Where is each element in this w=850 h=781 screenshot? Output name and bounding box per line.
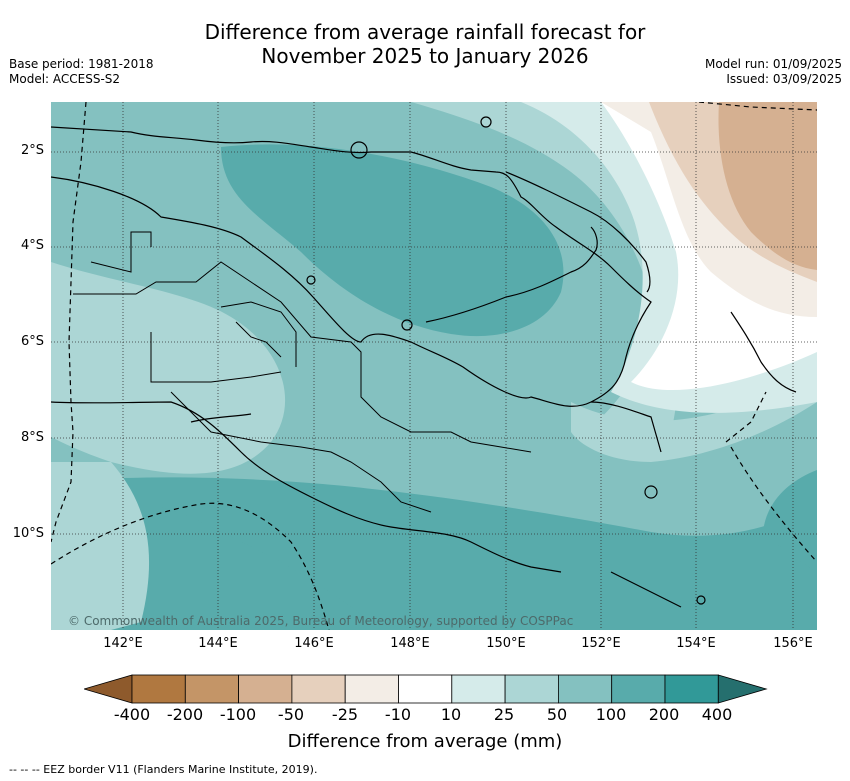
rainfall-map: [51, 102, 817, 630]
fill-dry-50-100: [718, 102, 817, 270]
colorbar-label: -400: [113, 705, 151, 724]
colorbar-cell: [184, 674, 240, 704]
eez-legend-note: -- -- -- EEZ border V11 (Flanders Marine…: [9, 763, 318, 776]
colorbar-cell: [451, 674, 506, 704]
colorbar-label: -50: [277, 705, 305, 724]
colorbar-cell: [344, 674, 399, 704]
eez-borders: [51, 102, 817, 630]
lat-label-8s: 8°S: [20, 430, 44, 445]
fill-100-200-east: [763, 470, 817, 572]
graticule: [51, 102, 817, 630]
colorbar-cell: [557, 674, 613, 704]
issued-date: Issued: 03/09/2025: [726, 72, 842, 86]
lon-label-152e: 152°E: [581, 636, 621, 651]
colorbar-label: 200: [648, 705, 680, 724]
lon-label-142e: 142°E: [103, 636, 143, 651]
colorbar-label: -25: [331, 705, 359, 724]
fill-25-50-east-band: [571, 362, 817, 462]
title-line-1: Difference from average rainfall forecas…: [204, 20, 646, 44]
colorbar-cell: [291, 674, 346, 704]
metadata-right: Model run: 01/09/2025 Issued: 03/09/2025: [705, 57, 842, 87]
colorbar: [84, 674, 768, 704]
base-period: Base period: 1981-2018: [9, 57, 154, 71]
colorbar-title: Difference from average (mm): [287, 731, 563, 752]
lat-label-4s: 4°S: [20, 238, 44, 253]
colorbar-label: 50: [546, 705, 568, 724]
colorbar-cell: [398, 674, 453, 704]
fill-25-50-southwest: [51, 462, 150, 630]
lon-label-144e: 144°E: [198, 636, 238, 651]
colorbar-extend-high: [717, 674, 768, 704]
colorbar-cell: [238, 674, 293, 704]
map-title: Difference from average rainfall forecas…: [0, 20, 850, 68]
lon-label-156e: 156°E: [773, 636, 813, 651]
model-run: Model run: 01/09/2025: [704, 57, 842, 71]
colorbar-label: 25: [493, 705, 515, 724]
lon-label-150e: 150°E: [486, 636, 526, 651]
colorbar-cell: [504, 674, 559, 704]
colorbar-label: -200: [166, 705, 204, 724]
colorbar-label: 10: [440, 705, 462, 724]
colorbar-cell: [664, 674, 719, 704]
colorbar-label: 100: [595, 705, 627, 724]
colorbar-extend-low: [84, 674, 133, 704]
lat-label-10s: 10°S: [12, 526, 44, 541]
colorbar-label: 400: [701, 705, 733, 724]
title-line-2: November 2025 to January 2026: [261, 44, 589, 68]
model-name: Model: ACCESS-S2: [9, 72, 121, 86]
lat-label-2s: 2°S: [20, 143, 44, 158]
colorbar-label: -100: [219, 705, 257, 724]
colorbar-label: -10: [384, 705, 412, 724]
lon-label-146e: 146°E: [294, 636, 334, 651]
lon-label-148e: 148°E: [390, 636, 430, 651]
copyright: © Commonwealth of Australia 2025, Bureau…: [68, 614, 574, 628]
lon-label-154e: 154°E: [676, 636, 716, 651]
fill-100-200-central: [221, 144, 564, 337]
fill-25-50-north: [411, 102, 679, 432]
colorbar-cell: [611, 674, 666, 704]
coastlines: [51, 116, 797, 608]
lat-label-6s: 6°S: [20, 334, 44, 349]
colorbar-cell: [131, 674, 186, 704]
fill-25-50-west: [51, 262, 286, 474]
metadata-left: Base period: 1981-2018 Model: ACCESS-S2: [9, 57, 154, 87]
province-borders: [73, 231, 532, 513]
